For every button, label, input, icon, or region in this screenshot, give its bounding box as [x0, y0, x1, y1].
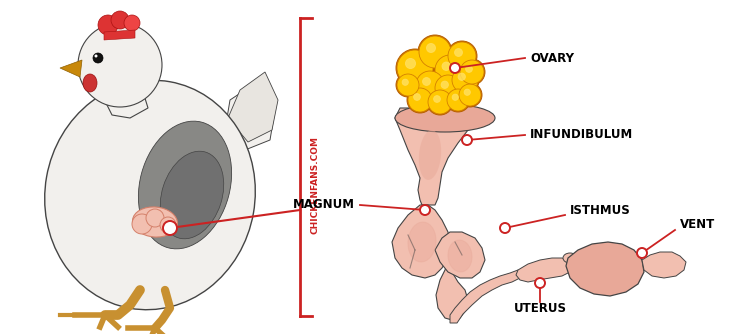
- Circle shape: [427, 89, 453, 115]
- Ellipse shape: [563, 253, 577, 263]
- Circle shape: [451, 66, 479, 94]
- Ellipse shape: [578, 245, 634, 291]
- Circle shape: [420, 205, 430, 215]
- Ellipse shape: [448, 240, 472, 272]
- Circle shape: [146, 209, 164, 227]
- Circle shape: [435, 55, 465, 85]
- Text: INFUNDIBULUM: INFUNDIBULUM: [530, 129, 633, 142]
- Circle shape: [160, 217, 176, 233]
- Polygon shape: [435, 232, 485, 278]
- Polygon shape: [225, 80, 275, 150]
- Circle shape: [405, 58, 415, 68]
- Circle shape: [98, 15, 118, 35]
- Circle shape: [397, 50, 433, 86]
- Polygon shape: [228, 72, 278, 142]
- Circle shape: [93, 53, 103, 63]
- Ellipse shape: [161, 151, 223, 239]
- Ellipse shape: [83, 74, 97, 92]
- Circle shape: [396, 73, 420, 97]
- Text: OVARY: OVARY: [530, 51, 574, 64]
- Circle shape: [111, 11, 129, 29]
- Circle shape: [447, 89, 469, 111]
- Circle shape: [458, 83, 482, 107]
- Circle shape: [460, 60, 484, 84]
- Polygon shape: [60, 60, 82, 77]
- Circle shape: [408, 88, 432, 112]
- Circle shape: [396, 49, 434, 87]
- Polygon shape: [642, 252, 686, 278]
- Text: ISTHMUS: ISTHMUS: [570, 203, 631, 216]
- Circle shape: [450, 63, 460, 73]
- Polygon shape: [516, 258, 572, 282]
- Circle shape: [500, 223, 510, 233]
- Text: CHICKENFANS.COM: CHICKENFANS.COM: [310, 136, 319, 234]
- Circle shape: [535, 278, 545, 288]
- Circle shape: [94, 54, 98, 57]
- Circle shape: [447, 41, 477, 71]
- Polygon shape: [395, 108, 475, 205]
- Circle shape: [124, 15, 140, 31]
- Circle shape: [163, 221, 177, 235]
- Circle shape: [407, 87, 433, 113]
- Ellipse shape: [45, 80, 256, 310]
- Circle shape: [397, 74, 419, 96]
- Polygon shape: [566, 242, 644, 296]
- Text: MAGNUM: MAGNUM: [293, 198, 355, 211]
- Circle shape: [434, 54, 466, 86]
- Circle shape: [434, 96, 440, 102]
- Ellipse shape: [133, 207, 177, 237]
- Circle shape: [452, 94, 458, 100]
- Circle shape: [402, 79, 408, 85]
- Circle shape: [442, 62, 450, 70]
- Ellipse shape: [419, 130, 441, 180]
- Text: UTERUS: UTERUS: [513, 302, 566, 315]
- Circle shape: [466, 66, 472, 72]
- Polygon shape: [392, 205, 450, 278]
- Circle shape: [455, 48, 462, 56]
- Circle shape: [462, 135, 472, 145]
- Circle shape: [464, 89, 470, 95]
- Circle shape: [423, 77, 431, 86]
- Text: VENT: VENT: [680, 218, 715, 231]
- Polygon shape: [102, 78, 148, 118]
- Circle shape: [78, 23, 162, 107]
- Polygon shape: [450, 270, 520, 323]
- Circle shape: [428, 90, 452, 114]
- Circle shape: [132, 214, 152, 234]
- Circle shape: [435, 75, 461, 101]
- Circle shape: [637, 248, 647, 258]
- Circle shape: [434, 74, 462, 102]
- Circle shape: [415, 70, 445, 100]
- Circle shape: [414, 94, 420, 100]
- Circle shape: [426, 43, 436, 52]
- Ellipse shape: [395, 104, 495, 132]
- Circle shape: [419, 36, 451, 68]
- Circle shape: [418, 35, 452, 69]
- Ellipse shape: [408, 222, 436, 262]
- Polygon shape: [104, 30, 135, 40]
- Ellipse shape: [139, 121, 231, 249]
- Circle shape: [416, 71, 444, 99]
- Circle shape: [446, 88, 470, 112]
- Polygon shape: [436, 262, 468, 320]
- Circle shape: [459, 84, 481, 106]
- Circle shape: [458, 73, 466, 80]
- Circle shape: [452, 67, 478, 93]
- Circle shape: [448, 42, 476, 70]
- Circle shape: [459, 59, 485, 85]
- Circle shape: [441, 81, 448, 89]
